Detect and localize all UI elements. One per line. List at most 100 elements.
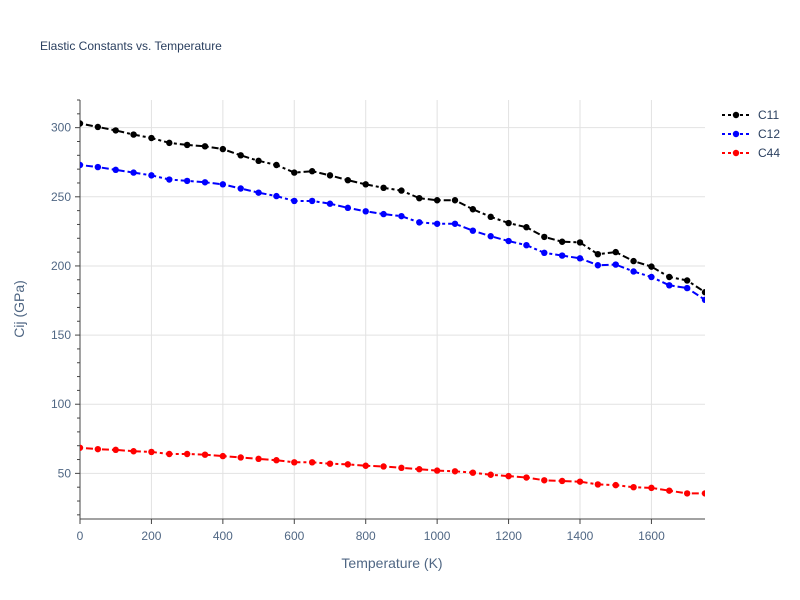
data-point-c11 (273, 161, 280, 169)
data-point-c11 (398, 187, 405, 194)
data-point-c11 (148, 134, 155, 142)
data-point-c11 (433, 197, 441, 204)
data-point-c11 (326, 172, 334, 179)
data-point-c12 (469, 227, 477, 234)
data-point-c44 (469, 469, 477, 476)
data-point-c12 (201, 179, 209, 186)
data-point-c11 (576, 239, 584, 246)
y-tick-label: 300 (51, 121, 71, 135)
data-point-c12 (255, 189, 262, 196)
legend-item-c44[interactable]: C44 (722, 146, 780, 160)
data-point-c44 (523, 474, 530, 481)
data-point-c12 (648, 273, 655, 281)
x-tick-label: 200 (141, 529, 161, 543)
data-point-c44 (148, 448, 155, 456)
data-point-c11 (683, 277, 691, 284)
data-point-c44 (80, 444, 84, 451)
data-point-c44 (255, 455, 262, 463)
data-point-c44 (308, 459, 316, 466)
data-point-c11 (558, 238, 566, 245)
data-point-c44 (630, 483, 637, 491)
data-point-c11 (255, 157, 262, 165)
y-tick-label: 250 (51, 190, 71, 204)
data-point-c12 (594, 262, 602, 269)
data-point-c12 (612, 261, 619, 268)
data-point-c12 (701, 296, 705, 304)
data-point-c44 (416, 466, 423, 473)
data-point-c12 (416, 219, 423, 226)
data-point-c12 (505, 237, 512, 245)
data-point-c11 (94, 123, 102, 131)
x-tick-label: 1400 (567, 529, 594, 543)
legend-item-c11[interactable]: C11 (722, 108, 779, 122)
data-point-c11 (469, 206, 477, 213)
data-point-c12 (433, 220, 441, 227)
series-c44 (80, 444, 705, 497)
data-point-c44 (344, 461, 352, 468)
data-point-c12 (219, 181, 227, 188)
data-point-c44 (291, 459, 298, 466)
data-point-c44 (237, 454, 244, 461)
data-point-c11 (648, 263, 655, 270)
series-line-c11 (80, 122, 705, 294)
data-point-c44 (612, 481, 619, 489)
x-ticks: 0 200 400 600 800 1000 1200 1400 1600 (77, 519, 665, 543)
y-ticks: 50 100 150 200 250 300 (51, 99, 80, 516)
legend-label: C44 (758, 146, 780, 160)
data-point-c11 (362, 181, 369, 188)
data-point-c11 (380, 184, 387, 192)
series-c12 (80, 161, 705, 304)
data-point-c11 (80, 120, 84, 127)
data-point-c12 (683, 284, 691, 292)
data-point-c44 (380, 463, 387, 470)
data-point-c11 (416, 194, 423, 202)
data-point-c11 (701, 289, 705, 296)
legend-swatch-marker (732, 111, 740, 119)
data-point-c11 (505, 219, 512, 227)
data-point-c44 (648, 484, 655, 492)
x-tick-label: 600 (284, 529, 304, 543)
data-point-c44 (666, 487, 673, 494)
legend-label: C12 (758, 127, 780, 141)
data-point-c11 (308, 168, 316, 175)
data-point-c44 (451, 468, 459, 475)
data-point-c12 (344, 204, 352, 212)
data-point-c12 (666, 282, 673, 289)
data-point-c44 (576, 478, 584, 485)
y-tick-label: 200 (51, 259, 71, 273)
legend-swatch-marker (732, 130, 740, 138)
data-point-c12 (558, 252, 566, 259)
data-point-c11 (219, 145, 227, 153)
data-point-c44 (219, 452, 227, 460)
x-tick-label: 1600 (638, 529, 665, 543)
data-point-c11 (237, 152, 244, 159)
series-line-c44 (80, 446, 705, 495)
data-point-c44 (541, 477, 548, 484)
data-point-c12 (148, 172, 155, 179)
x-tick-label: 400 (213, 529, 233, 543)
series (80, 120, 705, 497)
data-point-c11 (166, 139, 173, 147)
data-point-c12 (398, 212, 405, 220)
legend-item-c12[interactable]: C12 (722, 127, 780, 141)
data-point-c44 (130, 448, 137, 455)
data-point-c44 (433, 467, 441, 474)
data-point-c44 (326, 460, 334, 467)
data-point-c12 (308, 197, 316, 205)
data-point-c12 (94, 163, 102, 171)
y-axis-title: Cij (GPa) (11, 280, 27, 338)
data-point-c11 (541, 233, 548, 241)
data-point-c11 (291, 169, 298, 176)
y-tick-label: 50 (58, 466, 72, 480)
x-axis-title: Temperature (K) (341, 555, 442, 571)
data-point-c12 (326, 200, 334, 207)
data-point-c12 (487, 233, 494, 240)
legend-swatch-marker (732, 149, 740, 157)
data-point-c11 (112, 127, 119, 134)
data-point-c44 (183, 450, 191, 458)
data-point-c12 (80, 161, 84, 169)
series-line-c12 (80, 164, 705, 301)
data-point-c12 (291, 197, 298, 205)
data-point-c44 (558, 477, 566, 485)
